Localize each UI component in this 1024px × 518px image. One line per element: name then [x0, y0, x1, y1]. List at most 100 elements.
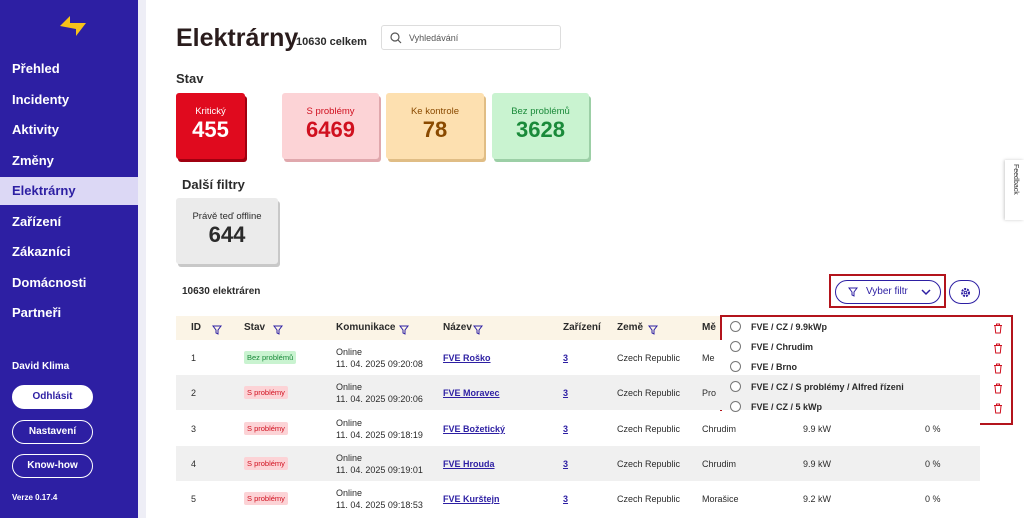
- column-header: Název: [443, 322, 472, 333]
- status-value: 455: [192, 117, 229, 142]
- cell-devices[interactable]: 3: [563, 353, 569, 363]
- section-title: Stav: [176, 71, 204, 86]
- filter-button[interactable]: Vyber filtr: [835, 280, 941, 304]
- cell-id: 1: [191, 353, 197, 363]
- status-value: 78: [422, 117, 448, 142]
- radio[interactable]: [730, 381, 741, 392]
- nav-item[interactable]: Aktivity: [12, 122, 59, 137]
- cell-devices[interactable]: 3: [563, 388, 569, 399]
- column-filter[interactable]: [473, 322, 483, 335]
- cell-city: Pro: [702, 388, 717, 399]
- dropdown-item[interactable]: FVE / CZ / 5 kWp: [751, 402, 823, 412]
- delete-icon[interactable]: [993, 341, 1003, 354]
- cell-devices[interactable]: 3: [563, 458, 569, 469]
- cell-name[interactable]: FVE Hrouda: [443, 458, 495, 469]
- status-card[interactable]: Kritický 455: [176, 93, 245, 159]
- status-label: Kritický: [195, 106, 226, 117]
- column-filter[interactable]: [648, 322, 658, 335]
- status-value: 6469: [306, 117, 355, 142]
- page-title: Elektrárny: [176, 24, 299, 52]
- cell-country: Czech Republic: [617, 458, 681, 469]
- status-value: 3628: [516, 117, 565, 142]
- nav-item[interactable]: Zákazníci: [12, 244, 71, 259]
- cell-name[interactable]: FVE Božetický: [443, 423, 506, 434]
- nav-item[interactable]: Elektrárny: [0, 177, 138, 205]
- dropdown-item[interactable]: FVE / CZ / S problémy / Alfred řízeni: [751, 382, 904, 392]
- cell-country: Czech Republic: [617, 388, 681, 399]
- status-label: Ke kontrole: [410, 106, 460, 117]
- dropdown-item[interactable]: FVE / Chrudim: [751, 342, 814, 352]
- table-row: [176, 410, 980, 446]
- column-filter[interactable]: [212, 322, 222, 335]
- cell-id: 2: [191, 388, 197, 399]
- radio[interactable]: [730, 361, 741, 372]
- sidebar: Přehled Incidenty Aktivity Změny Elektrárny Z…: [0, 0, 138, 518]
- cell-devices[interactable]: 3: [563, 494, 569, 505]
- column-header: Stav: [244, 322, 266, 333]
- radio[interactable]: [730, 401, 741, 412]
- status-badge: S problémy: [244, 492, 288, 506]
- cell-comm-time: 11. 04. 2025 09:19:01: [336, 464, 423, 475]
- cell-comm-time: 11. 04. 2025 09:20:06: [336, 394, 423, 405]
- radio[interactable]: [730, 321, 741, 332]
- nav-item[interactable]: Zařízení: [12, 213, 62, 229]
- status-card[interactable]: Bez problémů 3628: [492, 93, 589, 159]
- cell-city: Chrudim: [702, 423, 737, 434]
- sidebar-button[interactable]: Nastavení: [12, 419, 93, 444]
- search[interactable]: Vyhledávání: [381, 25, 561, 50]
- status-badge: S problémy: [244, 386, 288, 400]
- cell-id: 4: [191, 458, 197, 469]
- delete-icon[interactable]: [993, 321, 1003, 334]
- delete-icon[interactable]: [993, 401, 1003, 414]
- column-header: Komunikace: [336, 322, 396, 333]
- cell-power: 9.9 kW: [803, 458, 832, 469]
- nav-item[interactable]: Incidenty: [12, 91, 70, 107]
- cell-name[interactable]: FVE Moravec: [443, 388, 500, 399]
- nav-item[interactable]: Partneři: [12, 305, 62, 320]
- divider: [138, 0, 146, 518]
- cell-comm-state: Online: [336, 347, 363, 357]
- delete-icon[interactable]: [993, 361, 1003, 374]
- column-header: Země: [617, 322, 644, 333]
- section-title: Další filtry: [182, 177, 245, 192]
- cell-city: Morašice: [702, 494, 739, 505]
- column-header: Mě: [702, 322, 716, 333]
- filter-card[interactable]: Právě teď offline 644: [176, 198, 278, 264]
- status-badge: S problémy: [244, 456, 288, 470]
- feedback-tab[interactable]: Feedback: [1005, 160, 1024, 220]
- nav-item[interactable]: Přehled: [12, 61, 60, 76]
- cell-id: 5: [191, 494, 197, 505]
- status-badge: Bez problémů: [244, 351, 297, 364]
- logo[interactable]: [56, 14, 90, 38]
- cell-devices[interactable]: 3: [563, 423, 569, 434]
- column-filter[interactable]: [399, 322, 409, 335]
- nav-item[interactable]: Změny: [12, 152, 54, 168]
- dropdown-item[interactable]: FVE / Brno: [751, 362, 798, 372]
- nav-item[interactable]: Domácnosti: [12, 274, 87, 290]
- cell-comm-time: 11. 04. 2025 09:18:19: [336, 429, 423, 440]
- cell-comm-time: 11. 04. 2025 09:20:08: [336, 359, 423, 369]
- user-name: David Klima: [12, 361, 70, 372]
- cell-name[interactable]: FVE Kurštejn: [443, 494, 500, 505]
- cell-percent: 0 %: [925, 458, 941, 469]
- sidebar-button[interactable]: Know-how: [12, 454, 93, 478]
- filter-button-label: Vyber filtr: [866, 286, 908, 297]
- dropdown-item[interactable]: FVE / CZ / 9.9kWp: [751, 322, 828, 332]
- search-placeholder: Vyhledávání: [409, 33, 459, 43]
- status-card[interactable]: Ke kontrole 78: [386, 93, 484, 159]
- column-filter[interactable]: [273, 322, 283, 335]
- radio[interactable]: [730, 341, 741, 352]
- version: Verze 0.17.4: [12, 493, 58, 502]
- cell-percent: 0 %: [925, 423, 941, 434]
- cell-comm-state: Online: [336, 488, 363, 499]
- cell-power: 9.2 kW: [803, 494, 832, 505]
- status-card[interactable]: S problémy 6469: [282, 93, 379, 159]
- sidebar-button[interactable]: Odhlásit: [12, 385, 93, 409]
- settings-button[interactable]: [949, 280, 980, 304]
- cell-name[interactable]: FVE Roško: [443, 353, 491, 363]
- cell-power: 9.9 kW: [803, 423, 832, 434]
- cell-comm-time: 11. 04. 2025 09:18:53: [336, 500, 423, 511]
- delete-icon[interactable]: [993, 381, 1003, 394]
- cell-comm-state: Online: [336, 417, 363, 428]
